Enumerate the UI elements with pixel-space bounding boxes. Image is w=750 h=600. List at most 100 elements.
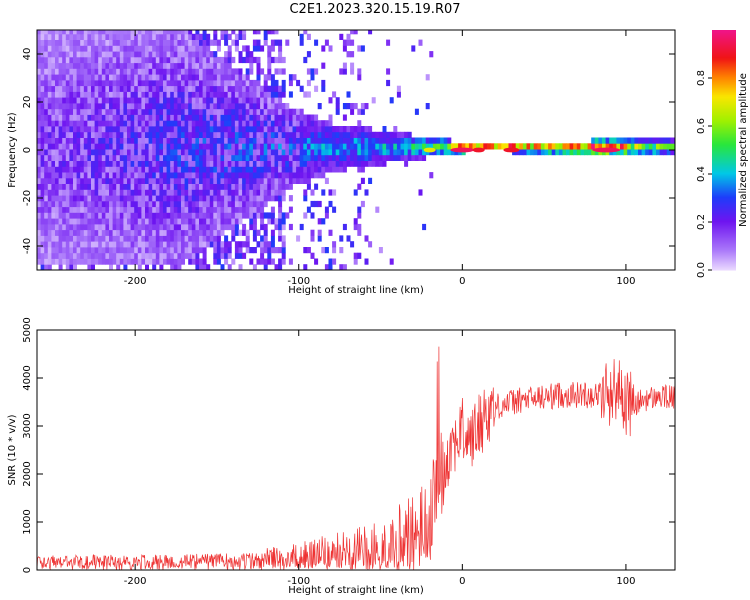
spectrogram-cell [47,114,52,121]
spectrogram-cell [76,218,81,225]
spectrogram-cell [170,126,175,133]
spectrogram-cell [62,160,67,167]
spectrogram-cell [166,218,171,225]
spectrogram-cell [422,223,427,231]
spectrogram-cell [137,97,142,104]
spectrogram-cell [94,62,99,69]
spectrogram-cell [234,166,239,173]
spectrogram-cell [220,229,225,236]
spectrogram-cell [497,143,502,150]
spectrogram-cell [292,120,297,127]
spectrogram-cell [306,33,311,40]
spectrogram-cell [127,45,131,52]
spectrogram-cell [231,39,236,46]
colorbar-swatch [712,80,736,83]
spectrogram-cell [342,143,347,150]
spectrogram-cell [155,39,160,46]
spectrogram-cell [62,120,67,127]
spectrogram-cell [227,212,232,219]
spectrogram-cell [91,143,95,150]
spectrogram-cell [526,149,531,156]
spectrogram-cell [152,247,157,254]
spectrogram-cell [249,91,254,98]
spectrogram-cell [37,166,41,173]
spectrogram-cell [80,247,85,254]
colorbar-swatch [712,32,736,35]
spectrogram-cell [234,143,239,150]
spectrogram-cell [256,195,261,202]
spectrogram-cell [220,108,225,115]
spectrogram-cell [270,229,275,236]
spectrogram-cell [299,143,304,150]
spectrogram-cell [267,85,272,92]
spectrogram-cell [353,252,358,259]
spectrogram-cell [123,189,128,196]
spectrogram-cell [177,189,182,196]
spectrogram-cell [173,56,178,64]
spectrogram-cell [202,206,207,213]
spectrogram-cell [173,30,178,35]
spectrogram-cell [407,154,412,161]
spectrogram-cell [199,137,203,144]
spectrogram-cell [148,252,153,259]
spectrogram-cell [249,103,254,110]
spectrogram-cell [216,68,221,75]
spectrogram-cell [216,97,221,104]
spectrogram-cell [94,51,99,58]
spectrogram-cell [145,62,149,69]
spectrogram-cell [141,183,146,190]
spectrogram-cell [123,154,128,161]
spectrogram-cell [101,154,106,161]
spectrogram-cell [152,74,157,81]
spectrogram-cell [116,212,121,219]
spectrogram-cell [137,120,142,127]
colorbar-swatch [712,74,736,77]
spectrogram-cell [256,200,261,208]
spectrogram-cell [206,235,211,242]
spectrogram-cell [58,91,63,98]
spectrogram-cell [65,114,70,121]
spectrogram-cell [242,45,247,52]
spectrogram-cell [177,212,182,219]
spectrogram-cell [127,200,131,208]
spectrogram-cell [98,247,103,254]
spectrogram-cell [98,218,103,225]
spectrogram-cell [256,131,261,138]
spectrogram-cell [202,235,207,242]
spectrogram-cell [447,149,452,156]
spectrogram-cell [137,108,142,115]
spectrogram-cell [191,120,196,127]
spectrogram-cell [76,206,81,213]
spectrogram-cell [238,30,243,35]
spectrogram-cell [443,137,448,144]
spectrogram-cell [281,154,286,161]
spectrogram-cell [58,166,63,173]
spectrogram-cell [145,229,149,236]
spectrogram-cell [278,195,283,202]
spectrogram-cell [94,68,99,75]
spectrogram-cell [353,218,358,225]
spectrogram-cell [87,252,92,259]
spectrogram-cell [227,166,232,173]
spectrogram-cell [65,39,70,46]
spectrogram-cell [127,79,131,87]
spectrogram-cell [105,223,110,231]
spectrogram-cell [112,33,117,40]
spectrogram-cell [116,149,121,156]
spectrogram-cell [62,91,67,98]
spectrogram-cell [119,189,124,196]
colorbar-swatch [712,124,736,127]
spectrogram-cell [94,91,99,98]
spectrogram-cell [69,160,74,167]
spectrogram-cell [55,200,59,208]
spectrogram-cell [220,200,225,208]
spectrogram-cell [576,143,581,150]
spectrogram-cell [346,160,351,167]
spectrogram-cell [112,247,117,254]
spectrogram-cell [375,137,380,144]
colorbar-swatch [712,172,736,175]
spectrogram-cell [112,212,117,219]
spectrogram-cell [386,143,391,150]
spectrogram-cell [270,85,275,92]
spectrogram-cell [112,62,117,69]
